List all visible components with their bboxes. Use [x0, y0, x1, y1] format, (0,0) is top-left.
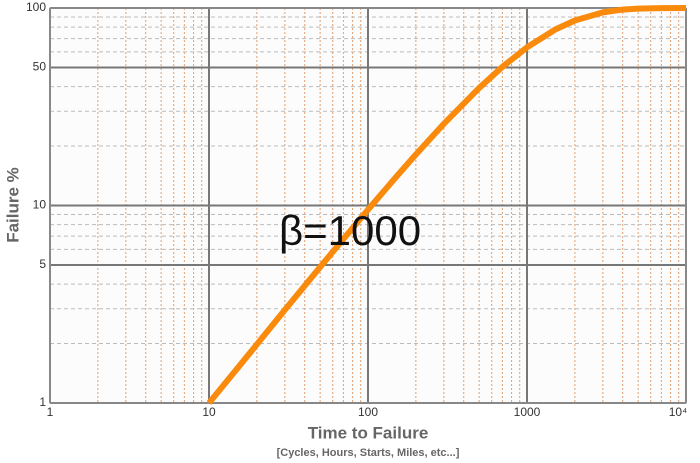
y-axis-label: Failure %: [3, 167, 22, 243]
y-tick-label: 5: [39, 257, 46, 271]
annotation: β=1000: [279, 207, 421, 254]
plot-border: [49, 7, 687, 404]
line-series: [206, 5, 687, 405]
y-tick-label: 100: [26, 0, 46, 14]
y-tick-label: 1: [39, 395, 46, 409]
x-tick-label: 10: [202, 405, 216, 419]
x-axis-label: Time to Failure: [308, 423, 429, 442]
x-tick-label: 10⁴: [669, 405, 688, 419]
x-axis-sublabel: [Cycles, Hours, Starts, Miles, etc...]: [277, 447, 460, 459]
x-tick-label: 100: [358, 405, 378, 419]
x-tick-label: 1000: [514, 405, 541, 419]
y-tick-label: 50: [33, 60, 47, 74]
y-tick-label: 10: [33, 198, 47, 212]
x-tick-label: 1: [47, 405, 54, 419]
